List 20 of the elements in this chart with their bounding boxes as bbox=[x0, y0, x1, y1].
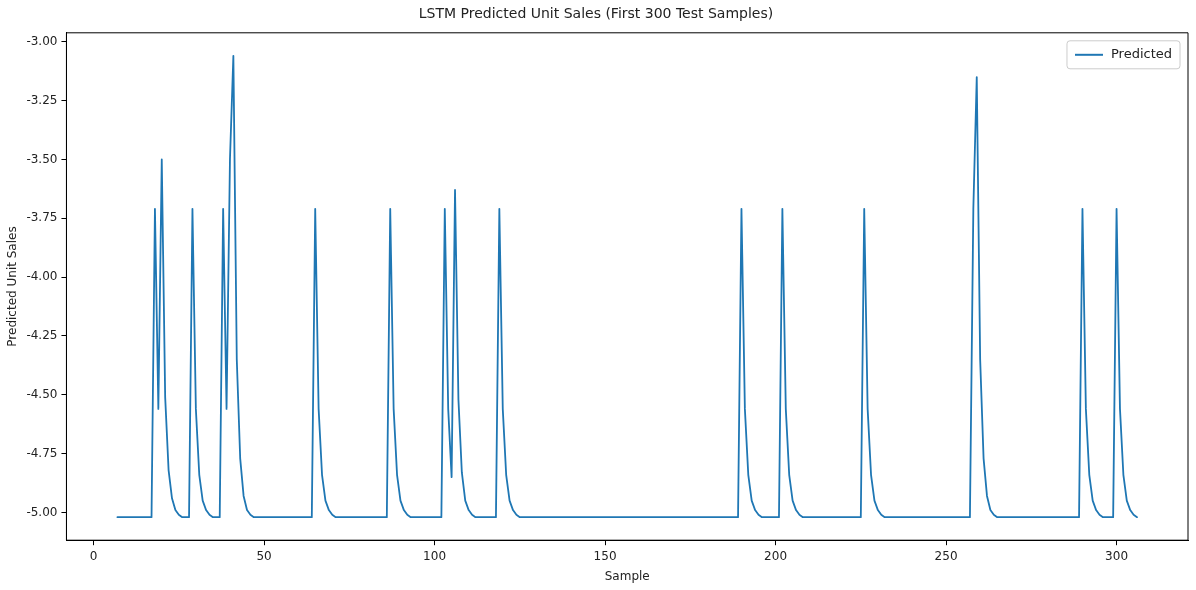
x-tick-label: 50 bbox=[256, 548, 272, 563]
y-tick-label: -4.75 bbox=[26, 445, 58, 460]
y-tick-label: -3.75 bbox=[26, 210, 58, 225]
x-tick-label: 250 bbox=[934, 548, 958, 563]
y-tick-label: -3.50 bbox=[26, 151, 58, 166]
y-tick-label: -4.00 bbox=[26, 269, 58, 284]
x-tick-label: 100 bbox=[423, 548, 447, 563]
x-tick-label: 150 bbox=[593, 548, 617, 563]
y-tick-label: -3.25 bbox=[26, 92, 58, 107]
x-tick-label: 200 bbox=[764, 548, 788, 563]
chart-title: LSTM Predicted Unit Sales (First 300 Test Samples) bbox=[418, 5, 774, 22]
x-axis-title: Sample bbox=[604, 568, 650, 583]
legend-label: Predicted bbox=[1110, 46, 1172, 62]
x-tick-label: 300 bbox=[1105, 548, 1129, 563]
y-tick-label: -4.50 bbox=[26, 386, 58, 401]
x-tick-label: 0 bbox=[89, 548, 98, 563]
y-tick-label: -3.00 bbox=[26, 33, 58, 48]
y-axis-title: Predicted Unit Sales bbox=[5, 226, 20, 347]
y-tick-label: -5.00 bbox=[26, 504, 58, 519]
y-tick-label: -4.25 bbox=[26, 328, 58, 343]
